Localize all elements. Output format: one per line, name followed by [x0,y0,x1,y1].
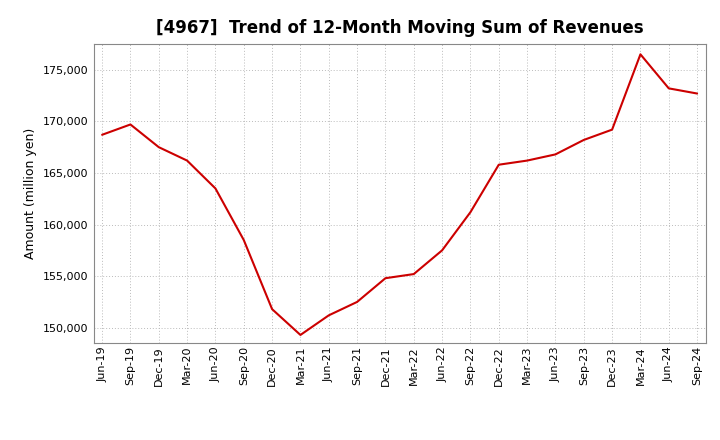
Y-axis label: Amount (million yen): Amount (million yen) [24,128,37,259]
Title: [4967]  Trend of 12-Month Moving Sum of Revenues: [4967] Trend of 12-Month Moving Sum of R… [156,19,644,37]
